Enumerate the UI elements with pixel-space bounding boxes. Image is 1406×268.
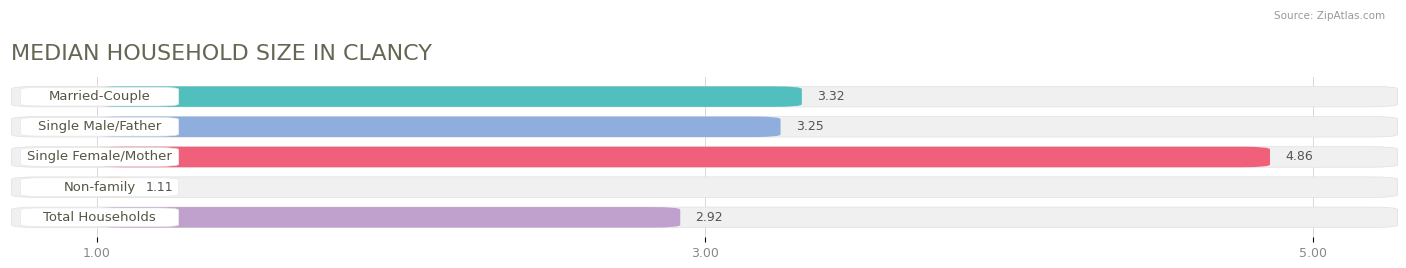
FancyBboxPatch shape [21,208,179,227]
Text: Single Male/Father: Single Male/Father [38,120,162,133]
Text: 3.25: 3.25 [796,120,824,133]
Text: 3.32: 3.32 [817,90,845,103]
FancyBboxPatch shape [11,177,1398,198]
FancyBboxPatch shape [97,147,1270,167]
FancyBboxPatch shape [11,117,1398,137]
Text: 2.92: 2.92 [696,211,723,224]
FancyBboxPatch shape [11,147,1398,167]
Text: MEDIAN HOUSEHOLD SIZE IN CLANCY: MEDIAN HOUSEHOLD SIZE IN CLANCY [11,44,433,64]
FancyBboxPatch shape [21,178,179,196]
Text: Total Households: Total Households [44,211,156,224]
Text: Non-family: Non-family [63,181,136,194]
Text: Married-Couple: Married-Couple [49,90,150,103]
FancyBboxPatch shape [97,177,129,198]
FancyBboxPatch shape [97,117,780,137]
FancyBboxPatch shape [21,148,179,166]
FancyBboxPatch shape [21,117,179,136]
Text: 1.11: 1.11 [145,181,173,194]
Text: Single Female/Mother: Single Female/Mother [27,150,172,163]
FancyBboxPatch shape [97,86,801,107]
Text: 4.86: 4.86 [1285,150,1313,163]
FancyBboxPatch shape [11,207,1398,228]
FancyBboxPatch shape [21,87,179,106]
Text: Source: ZipAtlas.com: Source: ZipAtlas.com [1274,11,1385,21]
FancyBboxPatch shape [97,207,681,228]
FancyBboxPatch shape [11,86,1398,107]
